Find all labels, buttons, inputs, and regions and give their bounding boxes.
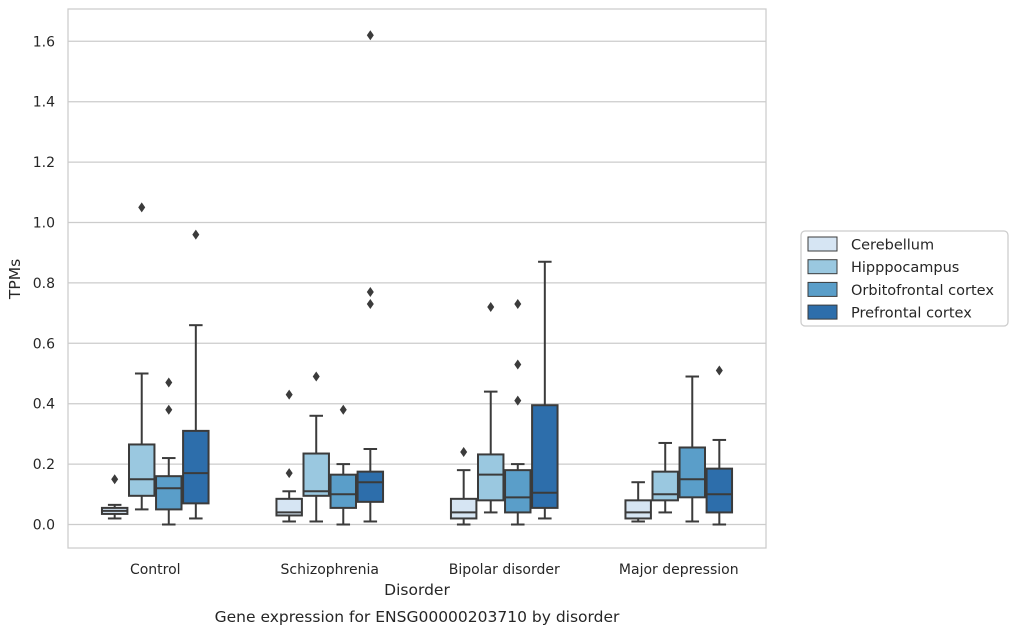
box-body <box>678 446 706 499</box>
legend-swatch <box>807 259 838 275</box>
outlier-point <box>285 389 293 400</box>
y-tick-label: 0.0 <box>33 518 55 534</box>
box-prefrontal-cortex <box>705 365 734 526</box>
box-body <box>449 497 478 520</box>
outlier-point <box>514 359 522 370</box>
box-cerebellum <box>100 474 129 520</box>
outlier-point <box>460 447 468 458</box>
legend-label: Hipppocampus <box>851 260 959 276</box>
outlier-point <box>165 377 173 388</box>
outlier-point <box>514 395 522 406</box>
outlier-point <box>192 229 200 240</box>
outlier-point <box>366 299 374 310</box>
box-body <box>182 429 210 505</box>
box-prefrontal-cortex <box>531 260 559 520</box>
box-orbitofrontal-cortex <box>504 299 532 526</box>
plot-frame <box>67 8 767 549</box>
box-hipppocampus <box>302 371 330 523</box>
box-prefrontal-cortex <box>356 30 385 523</box>
grid-lines <box>68 40 766 526</box>
x-axis-ticks: Control Schizophrenia Bipolar disorder Majo… <box>130 562 739 578</box>
x-tick-label: Bipolar disorder <box>449 562 560 578</box>
legend-label: Prefrontal cortex <box>851 306 972 322</box>
x-axis-label: Disorder <box>384 581 450 599</box>
box-body <box>356 470 385 503</box>
box-body <box>504 469 532 514</box>
y-tick-label: 1.6 <box>33 34 55 50</box>
box-orbitofrontal-cortex <box>678 375 706 523</box>
box-hipppocampus <box>477 302 505 514</box>
box-body <box>128 443 156 497</box>
outlier-point <box>514 299 522 310</box>
box-body <box>705 467 734 514</box>
x-tick-label: Major depression <box>619 562 739 578</box>
y-tick-label: 1.0 <box>33 216 55 232</box>
box-body <box>302 452 330 497</box>
box-prefrontal-cortex <box>182 229 210 520</box>
y-tick-label: 0.2 <box>33 457 55 473</box>
box-orbitofrontal-cortex <box>155 377 183 526</box>
box-cerebellum <box>624 481 652 523</box>
outlier-point <box>339 404 347 415</box>
outlier-point <box>312 371 320 382</box>
box-body <box>477 453 505 502</box>
y-tick-label: 1.4 <box>33 95 55 111</box>
y-axis-label: TPMs <box>6 259 24 300</box>
legend-swatch <box>807 304 838 320</box>
box-orbitofrontal-cortex <box>329 404 357 526</box>
y-axis-ticks: 0.0 0.2 0.4 0.6 0.8 1.0 1.2 1.4 1.6 <box>33 34 55 533</box>
legend: Cerebellum Hipppocampus Orbitofrontal cort… <box>800 230 1009 327</box>
x-tick-label: Schizophrenia <box>281 562 379 578</box>
y-tick-label: 1.2 <box>33 155 55 171</box>
y-tick-label: 0.6 <box>33 336 55 352</box>
outlier-point <box>366 30 374 41</box>
legend-label: Orbitofrontal cortex <box>851 283 994 299</box>
box-cerebellum <box>275 389 303 523</box>
legend-swatch <box>807 281 838 297</box>
plot-area <box>100 30 734 526</box>
y-tick-label: 0.4 <box>33 397 55 413</box>
box-body <box>624 499 652 520</box>
box-body <box>651 470 679 502</box>
outlier-point <box>111 474 119 485</box>
outlier-point <box>366 286 374 297</box>
box-body <box>329 473 357 509</box>
box-hipppocampus <box>651 441 679 514</box>
outlier-point <box>138 202 146 213</box>
outlier-point <box>285 468 293 479</box>
box-body <box>531 404 559 509</box>
outlier-point <box>715 365 723 376</box>
outlier-point <box>487 302 495 313</box>
x-tick-label: Control <box>130 562 181 578</box>
chart-caption: Gene expression for ENSG00000203710 by d… <box>215 608 620 626</box>
box-body <box>275 497 303 517</box>
box-body <box>155 475 183 511</box>
box-hipppocampus <box>128 202 156 511</box>
y-tick-label: 0.8 <box>33 276 55 292</box>
box-cerebellum <box>449 447 478 526</box>
legend-swatch <box>807 236 838 252</box>
outlier-point <box>165 404 173 415</box>
legend-label: Cerebellum <box>851 238 934 254</box>
legend-frame <box>800 230 1009 327</box>
